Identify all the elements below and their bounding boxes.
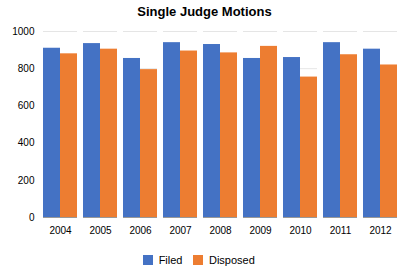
svg-text:2009: 2009: [249, 225, 272, 236]
svg-text:2004: 2004: [49, 225, 72, 236]
svg-text:400: 400: [18, 137, 35, 148]
html-text:Filed: Filed: [158, 253, 183, 266]
html-text:Single Judge Motions: Single Judge Motions: [137, 4, 272, 19]
html-text:Disposed: Disposed: [209, 253, 255, 266]
svg-text:1000: 1000: [12, 26, 35, 37]
svg-text:2012: 2012: [369, 225, 392, 236]
svg-text:2008: 2008: [209, 225, 232, 236]
svg-text:0: 0: [29, 212, 35, 223]
svg-text:2007: 2007: [169, 225, 192, 236]
svg-text:2011: 2011: [330, 225, 352, 236]
svg-text:2005: 2005: [89, 225, 112, 236]
svg-text:2006: 2006: [129, 225, 152, 236]
svg-text:2010: 2010: [289, 225, 312, 236]
svg-text:200: 200: [18, 175, 35, 186]
svg-text:800: 800: [18, 63, 35, 74]
svg-text:600: 600: [18, 100, 35, 111]
